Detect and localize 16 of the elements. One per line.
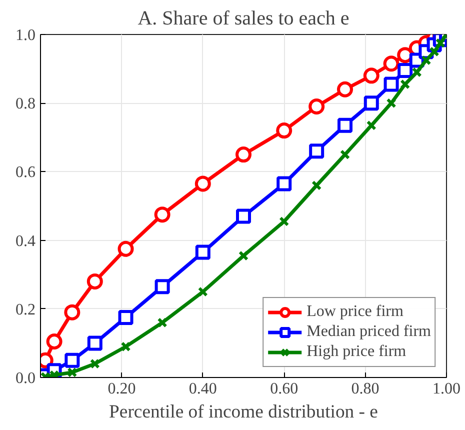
x-tick-label: 0.40 bbox=[188, 380, 217, 398]
x-tick-label: 1.00 bbox=[432, 380, 460, 398]
x-tick-label: 0.80 bbox=[351, 380, 380, 398]
legend-label: Low price firm bbox=[306, 303, 404, 321]
y-tick-label: 0.0 bbox=[16, 370, 36, 387]
x-axis-title: Percentile of income distribution - e bbox=[109, 402, 378, 422]
legend-label: Median priced firm bbox=[306, 323, 431, 341]
y-tick-label: 0.4 bbox=[16, 232, 36, 250]
y-tick-label: 0.8 bbox=[16, 96, 36, 113]
legend-label: High price firm bbox=[306, 343, 406, 361]
x-tick-label: 0.60 bbox=[270, 380, 298, 398]
x-tick-label: 0.20 bbox=[108, 380, 136, 398]
y-tick-label: 1.0 bbox=[16, 27, 36, 44]
y-tick-label: 0.2 bbox=[16, 301, 36, 318]
chart-title: A. Share of sales to each e bbox=[138, 8, 350, 30]
y-tick-label: 0.6 bbox=[16, 164, 36, 182]
